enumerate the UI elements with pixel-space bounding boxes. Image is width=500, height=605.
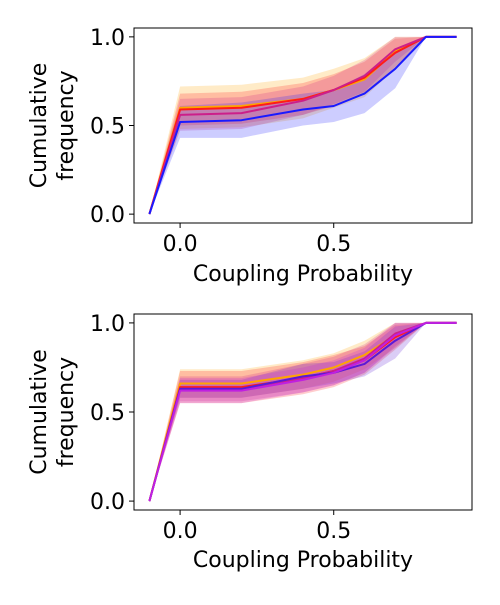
y-axis-label-line2: frequency — [54, 70, 79, 180]
series-2-line — [148, 35, 457, 215]
plot-area — [134, 314, 472, 510]
series-3-band — [149, 322, 457, 502]
y-tick-label: 0.5 — [90, 401, 125, 426]
series-2-band — [149, 36, 457, 215]
series-lines — [148, 35, 457, 215]
x-tick-label: 0.0 — [163, 519, 198, 544]
y-axis-label-line1: Cumulative — [27, 349, 52, 475]
plot-area — [134, 28, 472, 223]
confidence-bands — [149, 322, 457, 502]
tick-marks: 0.0 0.5 0.0 0.5 1.0 — [90, 312, 351, 544]
y-axis-label-line2: frequency — [54, 357, 79, 467]
x-tick-label: 0.0 — [163, 232, 198, 257]
series-4-line — [148, 321, 457, 502]
x-tick-label: 0.5 — [316, 519, 351, 544]
y-tick-label: 1.0 — [90, 312, 125, 337]
x-axis-label: Coupling Probability — [193, 548, 413, 573]
x-tick-label: 0.5 — [316, 232, 351, 257]
y-tick-label: 1.0 — [90, 26, 125, 51]
y-tick-label: 0.5 — [90, 115, 125, 140]
y-tick-label: 0.0 — [90, 490, 125, 515]
series-3-line — [148, 35, 457, 215]
tick-marks: 0.0 0.5 0.0 0.5 1.0 — [90, 26, 351, 257]
y-axis-label-line1: Cumulative — [27, 63, 52, 189]
chart-panel-bottom: 0.0 0.5 0.0 0.5 1.0 Coupling Probability Cum… — [27, 312, 473, 573]
x-axis-label: Coupling Probability — [193, 262, 413, 287]
chart-panel-top: 0.0 0.5 0.0 0.5 1.0 Coupling Probability Cum… — [27, 26, 473, 287]
series-lines — [148, 321, 457, 502]
y-tick-label: 0.0 — [90, 203, 125, 228]
